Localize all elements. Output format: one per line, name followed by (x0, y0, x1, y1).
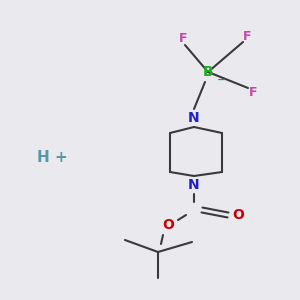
Text: N: N (188, 111, 200, 125)
Text: B: B (203, 65, 213, 79)
Text: H +: H + (37, 151, 68, 166)
Text: O: O (162, 218, 174, 232)
Text: F: F (249, 85, 257, 98)
Text: F: F (179, 32, 187, 44)
Text: N: N (188, 178, 200, 192)
Text: F: F (243, 29, 251, 43)
Text: O: O (232, 208, 244, 222)
Text: −: − (217, 75, 227, 85)
